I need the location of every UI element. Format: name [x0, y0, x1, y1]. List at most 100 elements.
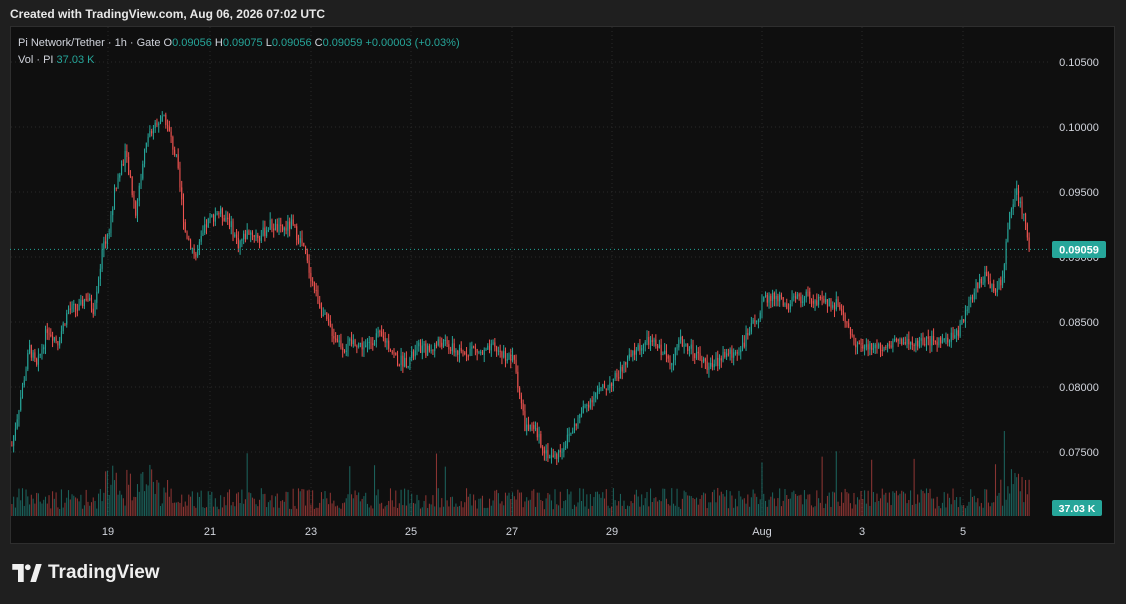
volume-bar [878, 500, 880, 516]
candle-body [347, 340, 349, 351]
volume-bar [292, 488, 294, 516]
volume-bar [179, 502, 181, 516]
candle-body [803, 297, 805, 302]
volume-row: Vol · PI 37.03 K [18, 52, 460, 69]
candle-body [418, 342, 420, 347]
candle-body [508, 354, 510, 359]
volume-bar [812, 507, 814, 516]
candle-body [135, 201, 137, 216]
candle-body [701, 359, 703, 362]
candle-body [60, 331, 62, 341]
high-label: H [214, 37, 223, 49]
candle-body [814, 300, 816, 304]
volume-bar [289, 508, 291, 516]
candle-body [589, 400, 591, 408]
candle-body [644, 342, 646, 345]
candle-body [435, 344, 437, 346]
candle-body [489, 345, 491, 351]
candle-body [655, 339, 657, 346]
volume-bar [78, 501, 80, 516]
volume-bar [586, 494, 588, 516]
volume-bar [713, 489, 715, 516]
volume-bar [234, 506, 236, 516]
volume-bar [853, 492, 855, 516]
candle-body [501, 352, 503, 358]
volume-bar [147, 485, 149, 516]
volume-bar [425, 495, 427, 516]
candle-body [483, 350, 485, 355]
candle-body [253, 235, 255, 237]
candle-body [740, 349, 742, 353]
candle-body [612, 378, 614, 387]
candle-body [695, 351, 698, 359]
candle-body [237, 238, 239, 249]
volume-bar [665, 498, 667, 516]
volume-bar [692, 497, 694, 516]
candle-body [565, 445, 567, 449]
volume-bar [55, 492, 57, 516]
volume-bar [556, 504, 558, 516]
candle-body [278, 224, 280, 232]
volume-bar [697, 504, 699, 516]
candle-body [1003, 264, 1005, 278]
volume-bar [115, 472, 117, 516]
volume-bar [991, 502, 993, 516]
candle-body [421, 345, 423, 353]
volume-bar [727, 508, 729, 516]
volume-bar [685, 492, 687, 516]
candle-body [554, 453, 556, 458]
volume-bar [1000, 479, 1002, 516]
volume-bar [690, 496, 692, 516]
candle-body [524, 410, 526, 431]
candle-body [717, 357, 719, 367]
volume-bar [335, 506, 337, 516]
volume-bar [563, 501, 565, 516]
volume-bar [181, 494, 183, 516]
candle-body [704, 358, 706, 362]
volume-bar [872, 492, 874, 516]
candle-body [545, 450, 547, 454]
tradingview-logo[interactable]: TradingView [12, 562, 160, 584]
volume-bar [218, 509, 220, 516]
candle-body [986, 271, 988, 277]
x-tick-label: 25 [405, 526, 417, 538]
candle-body [671, 363, 673, 366]
volume-bar [754, 493, 756, 516]
volume-bar [404, 488, 406, 516]
volume-bar [795, 494, 797, 516]
candle-body [163, 114, 165, 117]
volume-value: 37.03 K [56, 54, 95, 66]
candle-body [752, 320, 754, 324]
volume-bar [266, 507, 268, 516]
candle-body [506, 358, 508, 361]
volume-bar [207, 491, 209, 516]
volume-bar [351, 494, 353, 516]
candle-body [536, 428, 538, 438]
candle-body [76, 309, 78, 311]
candle-body [694, 353, 696, 359]
volume-bar [718, 495, 721, 516]
candle-body [968, 299, 970, 310]
candle-body [966, 309, 968, 311]
candle-body [950, 332, 952, 342]
volume-bar [526, 497, 528, 516]
candle-body [954, 335, 956, 338]
volume-bar [259, 499, 261, 516]
candle-body [416, 346, 418, 351]
volume-bar [860, 491, 862, 516]
candle-body [998, 279, 1000, 289]
candle-body [366, 342, 369, 346]
volume-bar [48, 495, 50, 516]
volume-bar [531, 490, 533, 516]
volume-bar [1003, 431, 1005, 516]
candle-body [971, 296, 974, 300]
volume-bar [536, 492, 538, 516]
candle-body [731, 349, 733, 358]
volume-bar [108, 494, 110, 516]
candle-body [234, 234, 236, 237]
volume-bar [177, 501, 179, 516]
volume-badge: 37.03 K [1052, 500, 1102, 516]
candle-body [207, 218, 209, 228]
candle-body [386, 340, 388, 343]
